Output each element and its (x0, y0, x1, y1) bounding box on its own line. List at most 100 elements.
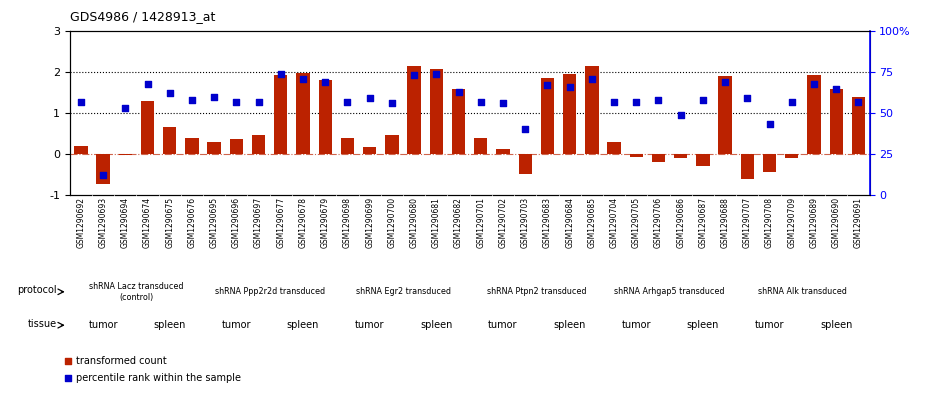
Bar (474, 138, 487, 154)
Text: transformed count: transformed count (75, 356, 166, 366)
Point (496, 100, 511, 107)
Bar (185, 138, 199, 154)
Point (629, 98, 644, 105)
Text: protocol: protocol (18, 285, 57, 295)
Text: GSM1290690: GSM1290690 (831, 197, 841, 248)
Bar (630, 154, 643, 157)
Bar (97, 154, 110, 184)
Text: shRNA Ptpn2 transduced: shRNA Ptpn2 transduced (486, 287, 586, 296)
Text: GSM1290697: GSM1290697 (254, 197, 263, 248)
Text: spleen: spleen (553, 320, 586, 330)
Text: GSM1290696: GSM1290696 (232, 197, 241, 248)
Bar (230, 140, 243, 154)
Bar (252, 136, 265, 154)
Text: GSM1290689: GSM1290689 (809, 197, 818, 248)
Point (140, 81, 155, 87)
Bar (385, 136, 399, 154)
Bar (319, 80, 332, 154)
Text: shRNA Egr2 transduced: shRNA Egr2 transduced (355, 287, 450, 296)
Point (162, 90, 177, 97)
Text: GSM1290686: GSM1290686 (676, 197, 685, 248)
Text: tumor: tumor (488, 320, 518, 330)
Bar (452, 89, 465, 154)
Text: spleen: spleen (286, 320, 319, 330)
Bar (519, 154, 532, 174)
Text: GSM1290688: GSM1290688 (721, 197, 730, 248)
Point (273, 71, 288, 77)
Point (251, 98, 266, 105)
Text: GSM1290683: GSM1290683 (543, 197, 551, 248)
Bar (807, 75, 820, 154)
Text: tissue: tissue (28, 319, 57, 329)
Text: GSM1290704: GSM1290704 (609, 197, 618, 248)
Bar (407, 66, 420, 154)
Point (296, 75, 311, 82)
Text: GSM1290682: GSM1290682 (454, 197, 463, 248)
Point (229, 98, 244, 105)
Text: GSM1290700: GSM1290700 (388, 197, 396, 248)
Text: GSM1290693: GSM1290693 (99, 197, 108, 248)
Bar (763, 154, 777, 172)
Point (829, 85, 844, 92)
Point (363, 95, 378, 101)
Point (429, 71, 444, 77)
Bar (363, 147, 377, 154)
Bar (430, 69, 443, 154)
Text: GSM1290695: GSM1290695 (209, 197, 219, 248)
Bar (719, 76, 732, 154)
Point (584, 75, 599, 82)
Text: GSM1290691: GSM1290691 (854, 197, 863, 248)
Point (540, 82, 555, 88)
Text: GSM1290706: GSM1290706 (654, 197, 663, 248)
Point (96, 172, 111, 178)
Text: GSM1290701: GSM1290701 (476, 197, 485, 248)
Bar (540, 78, 554, 154)
Text: spleen: spleen (820, 320, 853, 330)
Text: tumor: tumor (355, 320, 384, 330)
Bar (140, 101, 154, 154)
Text: GSM1290677: GSM1290677 (276, 197, 286, 248)
Point (762, 121, 777, 128)
Point (518, 126, 533, 132)
Point (473, 98, 488, 105)
Text: shRNA Ppp2r2d transduced: shRNA Ppp2r2d transduced (215, 287, 325, 296)
Bar (297, 73, 310, 154)
Text: tumor: tumor (755, 320, 784, 330)
Text: shRNA Arhgap5 transduced: shRNA Arhgap5 transduced (615, 287, 724, 296)
Bar (207, 141, 220, 154)
Point (206, 94, 221, 100)
Text: GSM1290680: GSM1290680 (409, 197, 418, 248)
Bar (119, 154, 132, 155)
Bar (652, 154, 665, 162)
Point (406, 72, 421, 79)
Point (651, 97, 666, 103)
Text: GSM1290703: GSM1290703 (521, 197, 530, 248)
Point (806, 81, 821, 87)
Text: GSM1290699: GSM1290699 (365, 197, 374, 248)
Point (294, 266, 309, 272)
Point (294, 109, 309, 115)
Point (784, 98, 799, 105)
Text: spleen: spleen (153, 320, 186, 330)
Point (673, 112, 688, 118)
Text: GSM1290692: GSM1290692 (76, 197, 86, 248)
Point (73, 98, 88, 105)
Text: GSM1290709: GSM1290709 (788, 197, 796, 248)
Text: GSM1290687: GSM1290687 (698, 197, 708, 248)
Bar (607, 141, 620, 154)
Text: GSM1290694: GSM1290694 (121, 197, 130, 248)
Text: GDS4986 / 1428913_at: GDS4986 / 1428913_at (70, 10, 215, 23)
Text: shRNA Alk transduced: shRNA Alk transduced (759, 287, 847, 296)
Text: GSM1290678: GSM1290678 (299, 197, 308, 248)
Text: spleen: spleen (420, 320, 453, 330)
Text: shRNA Lacz transduced
(control): shRNA Lacz transduced (control) (89, 282, 183, 301)
Text: GSM1290679: GSM1290679 (321, 197, 330, 248)
Bar (340, 138, 354, 154)
Bar (697, 154, 710, 166)
Text: GSM1290708: GSM1290708 (765, 197, 774, 248)
Point (851, 98, 866, 105)
Point (451, 89, 466, 95)
Bar (740, 154, 754, 179)
Bar (852, 97, 865, 154)
Bar (274, 75, 287, 154)
